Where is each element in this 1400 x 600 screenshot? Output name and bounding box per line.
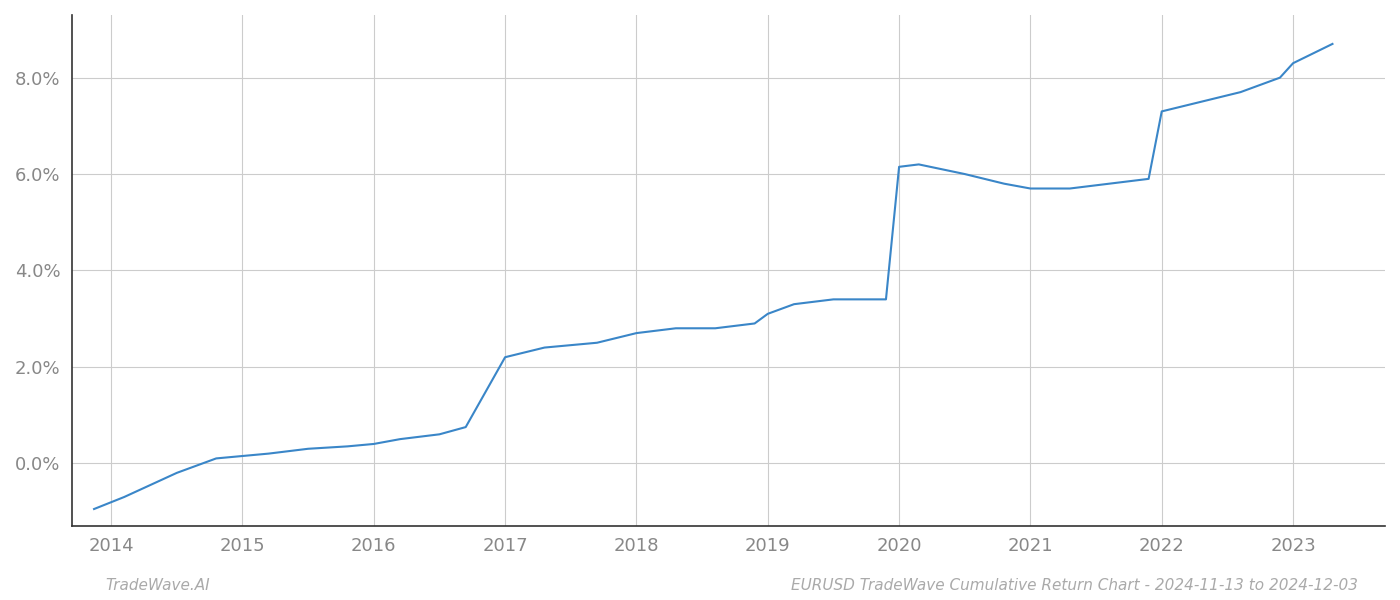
Text: TradeWave.AI: TradeWave.AI: [105, 578, 210, 593]
Text: EURUSD TradeWave Cumulative Return Chart - 2024-11-13 to 2024-12-03: EURUSD TradeWave Cumulative Return Chart…: [791, 578, 1358, 593]
